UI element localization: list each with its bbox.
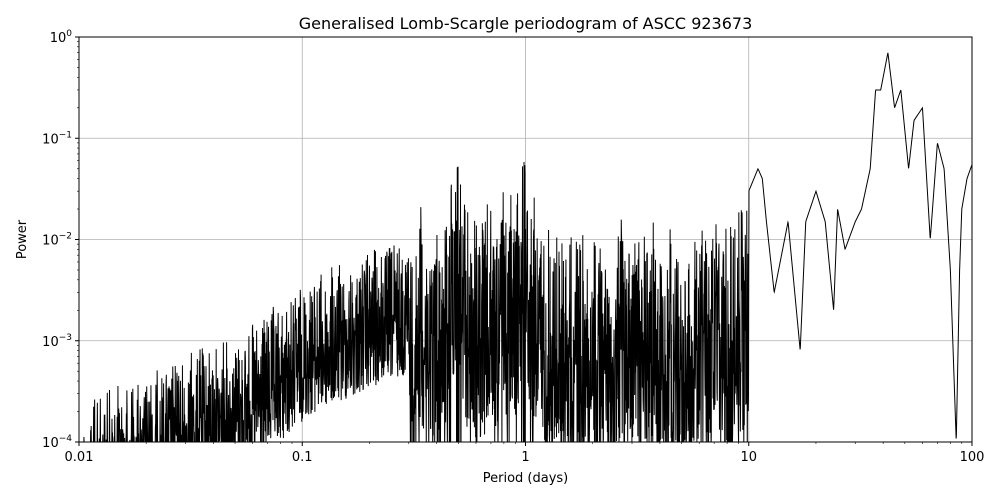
x-axis-ticks: 0.01 0.1 1 10 100	[65, 442, 985, 465]
x-tick-label: 10	[740, 450, 757, 465]
y-tick-label: 10−3	[42, 333, 72, 350]
x-tick-label: 0.01	[65, 450, 94, 465]
chart-title: Generalised Lomb-Scargle periodogram of …	[299, 14, 753, 33]
y-tick-label: 10−4	[42, 434, 72, 451]
y-axis-label: Power	[15, 219, 30, 259]
y-tick-label: 100	[50, 29, 73, 46]
x-tick-label: 100	[960, 450, 985, 465]
y-tick-label: 10−1	[42, 130, 72, 147]
x-tick-label: 0.1	[292, 450, 313, 465]
periodogram-line	[83, 52, 972, 442]
y-axis-ticks: 10−4 10−3 10−2 10−1 100	[42, 29, 79, 451]
y-tick-label: 10−2	[42, 232, 72, 249]
x-axis-label: Period (days)	[483, 471, 569, 486]
x-tick-label: 1	[521, 450, 529, 465]
